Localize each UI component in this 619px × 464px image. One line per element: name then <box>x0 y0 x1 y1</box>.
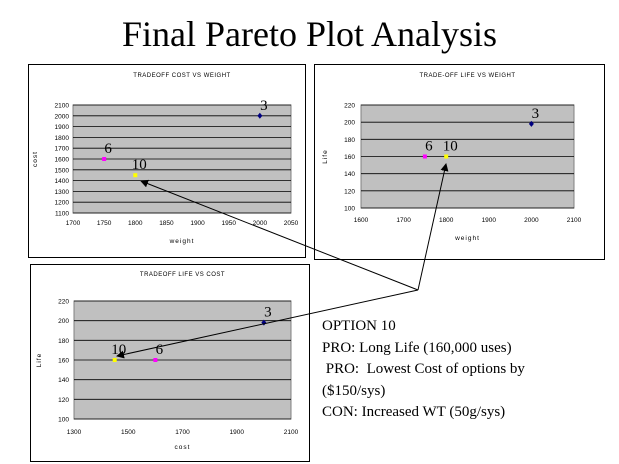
x-tick-label: 1700 <box>175 429 190 436</box>
y-tick-label: 1700 <box>55 146 70 153</box>
y-tick-label: 1900 <box>55 124 70 131</box>
point-label-3: 3 <box>264 305 272 321</box>
x-tick-label: 1300 <box>67 429 82 436</box>
x-tick-label: 1700 <box>396 217 411 224</box>
note-pro-cost-detail: ($150/sys) <box>322 382 386 399</box>
x-axis-label: weight <box>169 238 195 245</box>
y-tick-label: 200 <box>58 318 69 325</box>
x-tick-label: 2000 <box>524 217 539 224</box>
y-tick-label: 140 <box>58 377 69 384</box>
x-tick-label: 1900 <box>190 220 205 227</box>
page-title: Final Pareto Plot Analysis <box>121 14 497 54</box>
x-tick-label: 1800 <box>439 217 454 224</box>
chart-title: TRADEOFF COST VS WEIGHT <box>133 73 230 79</box>
x-tick-label: 1950 <box>221 220 236 227</box>
y-tick-label: 220 <box>344 103 355 110</box>
point-label-10: 10 <box>443 139 458 155</box>
y-tick-label: 220 <box>58 299 69 306</box>
y-tick-label: 1800 <box>55 135 70 142</box>
chart-life-vs-weight: 100 120 140 160 180 200 220 1600 1700 1800 1900 200… <box>314 64 605 260</box>
chart-life-vs-cost: 100 120 140 160 180 200 220 1300 1500 1700 1900 210… <box>30 264 310 462</box>
y-tick-label: 180 <box>344 137 355 144</box>
data-point-10 <box>112 358 117 362</box>
x-tick-label: 1850 <box>159 220 174 227</box>
data-point-6 <box>422 154 427 159</box>
data-point-6 <box>153 358 158 362</box>
y-axis-label: cost <box>32 151 39 167</box>
y-tick-label: 2100 <box>55 103 70 110</box>
point-label-6: 6 <box>425 139 433 155</box>
y-tick-label: 120 <box>344 188 355 195</box>
x-tick-label: 2100 <box>284 429 299 436</box>
y-axis-label: Life <box>322 149 329 163</box>
note-pro-cost: PRO: Lowest Cost of options by <box>322 361 525 377</box>
y-tick-label: 1100 <box>55 211 69 218</box>
x-tick-label: 1900 <box>230 429 245 436</box>
data-point-3 <box>257 112 263 119</box>
point-label-10: 10 <box>111 342 126 358</box>
point-label-6: 6 <box>156 342 164 358</box>
x-tick-label: 1600 <box>354 217 369 224</box>
y-tick-label: 1200 <box>55 200 70 207</box>
y-tick-label: 100 <box>344 206 355 213</box>
data-point-6 <box>102 157 107 161</box>
x-tick-label: 2100 <box>567 217 582 224</box>
note-option: OPTION 10 <box>322 318 396 334</box>
y-tick-label: 140 <box>344 171 355 178</box>
x-axis-label: weight <box>454 235 480 242</box>
x-tick-label: 1500 <box>121 429 136 436</box>
chart-title: TRADEOFF LIFE VS COST <box>140 272 225 278</box>
option-notes: OPTION 10 PRO: Long Life (160,000 uses) … <box>322 316 525 424</box>
y-tick-label: 200 <box>344 120 355 127</box>
data-point-10 <box>133 173 138 178</box>
y-tick-label: 120 <box>58 397 69 404</box>
y-tick-label: 1300 <box>55 189 70 196</box>
point-label-3: 3 <box>260 98 268 114</box>
y-tick-label: 160 <box>58 358 69 365</box>
y-tick-label: 160 <box>344 154 355 161</box>
y-tick-label: 180 <box>58 338 69 345</box>
y-tick-label: 1500 <box>55 167 70 174</box>
x-tick-label: 2050 <box>284 220 299 227</box>
x-tick-label: 2000 <box>253 220 268 227</box>
note-pro-life: PRO: Long Life (160,000 uses) <box>322 339 512 356</box>
data-point-10 <box>444 154 449 159</box>
x-tick-label: 1800 <box>128 220 143 227</box>
chart-title: TRADE-OFF LIFE VS WEIGHT <box>419 73 515 79</box>
point-label-6: 6 <box>104 141 112 157</box>
y-tick-label: 1400 <box>55 178 70 185</box>
y-tick-label: 2000 <box>55 113 70 120</box>
note-con-weight: CON: Increased WT (50g/sys) <box>322 404 506 420</box>
point-label-10: 10 <box>132 157 147 173</box>
data-point-3 <box>528 120 534 127</box>
y-tick-label: 1600 <box>55 157 70 164</box>
chart-cost-vs-weight: 1100 1200 1300 1400 1500 1600 1700 1800 1900 2000… <box>28 64 306 258</box>
y-tick-label: 100 <box>58 417 69 424</box>
x-tick-label: 1900 <box>482 217 497 224</box>
x-tick-label: 1750 <box>97 220 112 227</box>
y-axis-label: Life <box>36 353 43 367</box>
x-tick-label: 1700 <box>66 220 81 227</box>
x-axis-label: cost <box>175 444 191 451</box>
point-label-3: 3 <box>532 106 540 122</box>
